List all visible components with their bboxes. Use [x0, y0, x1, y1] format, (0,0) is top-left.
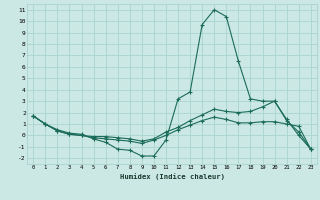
X-axis label: Humidex (Indice chaleur): Humidex (Indice chaleur) [119, 173, 225, 180]
